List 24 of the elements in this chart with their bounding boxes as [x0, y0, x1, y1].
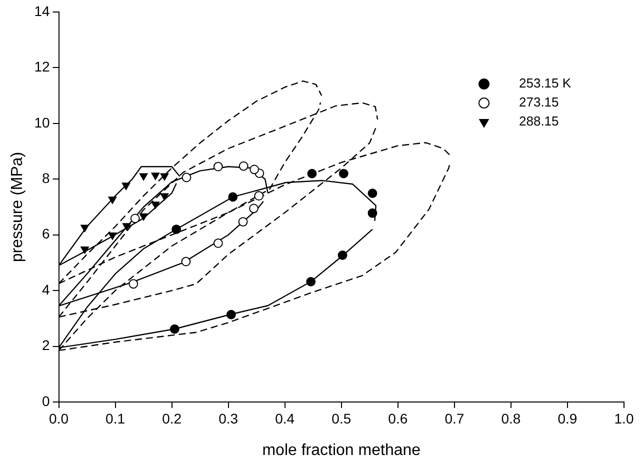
y-tick-label: 0 [42, 392, 50, 409]
y-tick-label: 10 [34, 114, 50, 130]
x-tick-label: 0.3 [218, 410, 238, 426]
x-tick-label: 1.0 [614, 410, 634, 426]
x-tick-label: 0.8 [501, 410, 521, 426]
y-axis-title: pressure (MPa) [9, 152, 26, 262]
x-tick-label: 0.2 [162, 410, 182, 426]
x-tick-label: 0.1 [106, 410, 126, 426]
y-tick-label: 14 [34, 2, 50, 19]
legend-label: 273.15 [519, 94, 559, 110]
x-tick-label: 0.5 [332, 410, 352, 426]
x-tick-label: 0.7 [444, 410, 464, 426]
y-tick-label: 6 [42, 226, 50, 242]
y-tick-label: 8 [42, 170, 50, 186]
x-tick-label: 0.0 [49, 410, 69, 426]
x-axis-title: mole fraction methane [262, 442, 421, 459]
y-tick-label: 2 [42, 337, 50, 354]
legend-label: 288.15 [519, 114, 559, 129]
x-tick-label: 0.9 [558, 410, 578, 426]
y-tick-label: 4 [42, 281, 50, 298]
y-tick-label: 12 [34, 58, 50, 75]
legend-label: 253.15 K [519, 76, 572, 91]
x-tick-label: 0.6 [388, 410, 408, 426]
x-tick-label: 0.4 [275, 410, 295, 426]
